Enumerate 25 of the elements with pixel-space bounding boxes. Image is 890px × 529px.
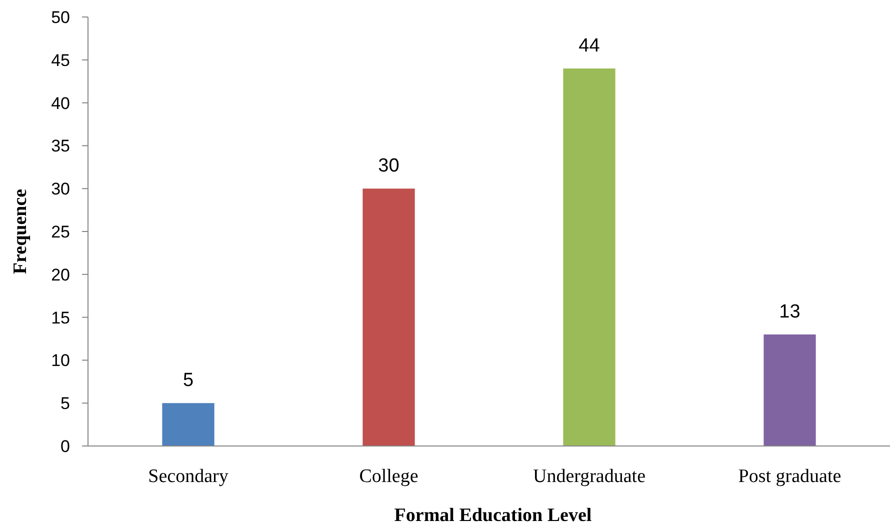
data-label: 13 [779,301,800,322]
x-tick-label: College [359,466,418,487]
data-label: 30 [378,156,400,177]
data-label: 44 [578,35,600,56]
x-tick-label: Secondary [148,466,229,487]
y-tick-label: 20 [51,265,70,284]
bar [563,68,616,446]
bar [362,188,415,446]
y-tick-label: 15 [51,308,70,328]
bar [764,334,816,446]
data-label: 5 [182,370,194,392]
x-tick-label: Undergraduate [532,466,646,487]
y-tick-label: 10 [51,351,70,370]
y-tick-label: 5 [60,394,70,414]
y-tick-label: 40 [51,94,70,113]
y-tick-label: 0 [60,436,70,456]
y-tick-label: 30 [51,180,70,199]
bar [162,403,214,446]
y-axis-title: Frequence [10,188,31,274]
x-tick-label: Post graduate [738,466,842,487]
y-tick-label: 50 [51,8,70,27]
y-tick-label: 35 [51,136,70,156]
x-axis-title: Formal Education Level [394,505,592,526]
y-tick-label: 45 [51,50,70,70]
y-tick-label: 25 [51,222,70,242]
